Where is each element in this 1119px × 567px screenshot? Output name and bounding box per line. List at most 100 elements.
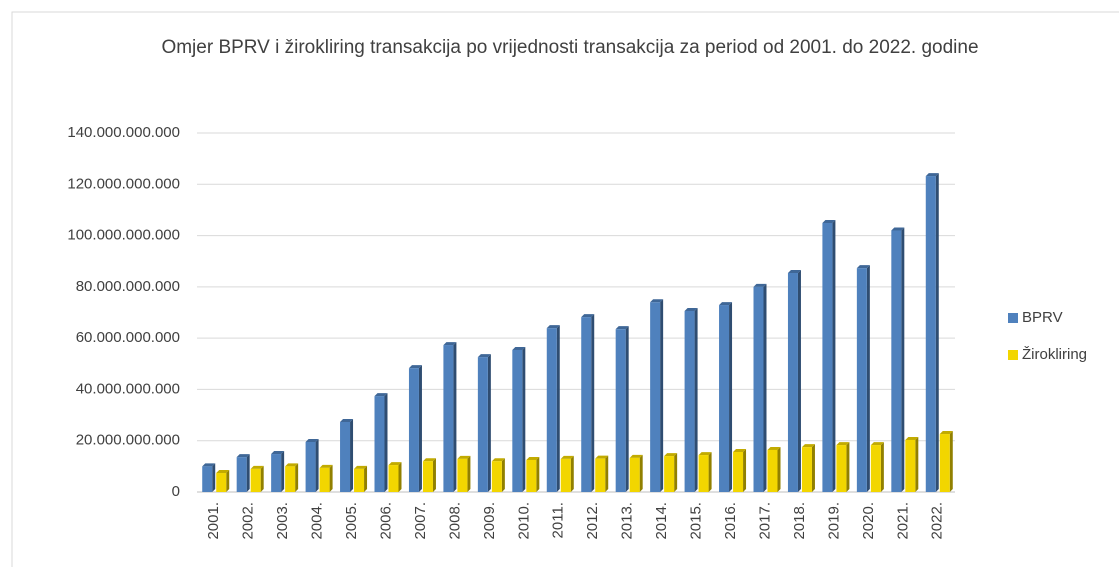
bar — [236, 457, 247, 492]
bar-top — [354, 465, 368, 469]
x-tick-label: 2003. — [274, 502, 291, 540]
x-tick-label: 2011. — [550, 502, 567, 538]
bar-side — [260, 465, 264, 492]
bar — [787, 273, 798, 492]
bar-side — [501, 458, 505, 492]
bar-side — [811, 444, 815, 492]
bar-top — [664, 453, 678, 457]
bar-top — [319, 464, 333, 468]
y-tick-label: 120.000.000.000 — [67, 175, 180, 192]
bar-side — [639, 454, 643, 492]
bar-side — [763, 283, 767, 492]
bar — [340, 421, 351, 492]
bar — [801, 447, 812, 492]
bar-side — [832, 220, 836, 493]
bar — [753, 286, 764, 492]
bar — [443, 345, 454, 492]
bar-side — [329, 464, 333, 492]
x-tick-label: 2016. — [722, 502, 739, 540]
bar — [319, 467, 330, 492]
legend-swatch — [1008, 350, 1018, 360]
y-tick-label: 40.000.000.000 — [76, 380, 180, 397]
bar — [408, 368, 419, 492]
bar-top — [787, 270, 801, 274]
bar — [733, 451, 744, 492]
bar-side — [625, 326, 629, 492]
bar-top — [753, 283, 767, 287]
bar — [526, 459, 537, 492]
bar — [698, 455, 709, 492]
bar-top — [285, 463, 299, 467]
bar — [650, 302, 661, 492]
bar-top — [629, 454, 643, 458]
bar — [546, 328, 557, 492]
bar-side — [418, 365, 422, 492]
bar-top — [870, 442, 884, 446]
bar-top — [615, 326, 629, 330]
bar — [374, 396, 385, 492]
bar — [822, 223, 833, 493]
bar — [512, 349, 523, 492]
bar-side — [453, 342, 457, 492]
bar-side — [708, 452, 712, 492]
bar-side — [487, 354, 491, 492]
legend-label: BPRV — [1022, 309, 1063, 326]
bar-top — [477, 354, 491, 358]
bar-top — [891, 227, 905, 231]
bar-top — [822, 220, 836, 224]
x-tick-label: 2004. — [309, 502, 326, 540]
bar-side — [281, 451, 285, 492]
bar-top — [374, 393, 388, 397]
chart-frame — [11, 11, 1119, 567]
x-tick-label: 2013. — [619, 502, 636, 540]
bar-top — [388, 462, 402, 466]
bar-side — [935, 173, 939, 492]
y-tick-label: 0 — [172, 483, 180, 500]
bar-side — [432, 458, 436, 492]
x-tick-label: 2017. — [756, 502, 773, 540]
bar-side — [846, 442, 850, 492]
bar-top — [939, 431, 953, 435]
bar — [388, 465, 399, 492]
bar — [354, 468, 365, 492]
bar — [202, 466, 213, 492]
bar — [285, 466, 296, 492]
bar-top — [250, 465, 264, 469]
bar-side — [674, 453, 678, 492]
bar-top — [457, 455, 471, 459]
bar — [856, 268, 867, 492]
x-tick-label: 2001. — [205, 502, 222, 540]
bar — [629, 457, 640, 492]
y-tick-label: 140.000.000.000 — [67, 124, 180, 141]
bar — [767, 449, 778, 492]
bar-top — [595, 455, 609, 459]
bar-top — [698, 452, 712, 456]
bar-side — [901, 227, 905, 492]
bar-side — [212, 463, 216, 492]
bar-top — [719, 302, 733, 306]
bar-top — [408, 365, 422, 369]
bar — [891, 230, 902, 492]
bar-top — [581, 314, 595, 318]
y-tick-label: 100.000.000.000 — [67, 227, 180, 244]
bar-top — [801, 444, 815, 448]
bar — [457, 458, 468, 492]
x-tick-label: 2009. — [481, 502, 498, 540]
bar-side — [694, 307, 698, 492]
legend-swatch — [1008, 313, 1018, 323]
bar-side — [743, 448, 747, 492]
bar-side — [364, 465, 368, 492]
bar-side — [880, 442, 884, 492]
x-tick-label: 2008. — [446, 502, 463, 540]
y-tick-label: 20.000.000.000 — [76, 432, 180, 449]
bar-top — [733, 448, 747, 452]
bar-side — [536, 456, 540, 492]
bar — [250, 468, 261, 492]
bar — [581, 317, 592, 492]
bar-side — [949, 431, 953, 492]
bar-side — [777, 446, 781, 492]
bar — [925, 176, 936, 492]
bar — [836, 445, 847, 492]
